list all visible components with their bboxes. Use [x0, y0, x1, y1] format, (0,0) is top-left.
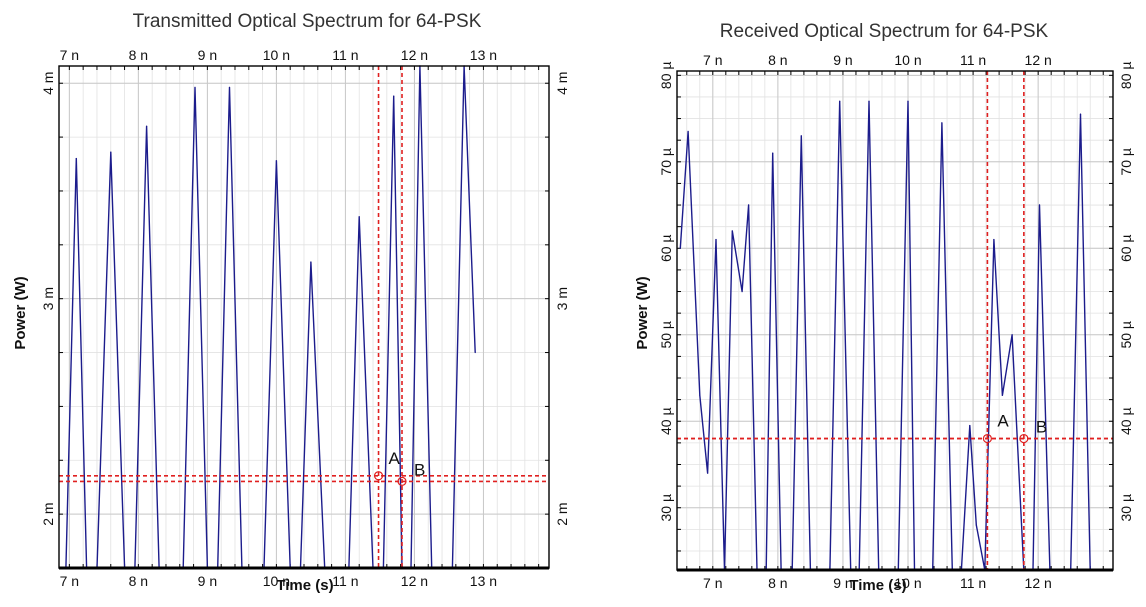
cursor-a-handle[interactable]	[982, 433, 993, 444]
x-tick-label-bottom: 10 n	[263, 573, 290, 589]
y-tick-label-right: 60 µ	[1118, 235, 1134, 263]
data-point	[1011, 334, 1013, 336]
x-tick-label-top: 10 n	[263, 47, 290, 63]
x-tick-label-top: 8 n	[768, 52, 787, 68]
data-point	[110, 151, 112, 153]
cursor-b-label: B	[1036, 418, 1047, 437]
data-point	[393, 95, 395, 97]
x-tick-label-bottom: 9 n	[198, 573, 217, 589]
x-tick-label-bottom: 12 n	[1025, 575, 1052, 591]
data-point	[1079, 113, 1082, 115]
y-axis-label: Power (W)	[634, 276, 651, 349]
data-point	[275, 160, 277, 162]
y-tick-label-right: 70 µ	[1118, 148, 1134, 176]
x-tick-label-top: 13 n	[470, 47, 497, 63]
x-tick-label-bottom: 12 n	[401, 573, 428, 589]
cursor-a-label: A	[997, 412, 1009, 431]
x-tick-label-top: 9 n	[833, 52, 852, 68]
data-point	[146, 125, 148, 127]
x-axis-label: Time (s)	[849, 577, 906, 594]
y-tick-label-right: 40 µ	[1118, 407, 1134, 435]
y-tick-label-right: 30 µ	[1118, 494, 1134, 522]
data-point	[731, 230, 733, 232]
data-point	[194, 86, 196, 89]
x-tick-label-bottom: 13 n	[470, 573, 497, 589]
data-point	[975, 524, 977, 526]
chart-transmitted: Transmitted Optical Spectrum for 64-PSK …	[12, 11, 570, 594]
y-axis-label: Power (W)	[12, 276, 29, 349]
chart-title: Transmitted Optical Spectrum for 64-PSK	[133, 11, 482, 32]
data-point	[772, 152, 774, 154]
cursor-b-handle[interactable]	[397, 476, 407, 486]
data-point	[993, 239, 995, 241]
data-point	[1001, 394, 1003, 396]
x-tick-label-top: 12 n	[1025, 52, 1052, 68]
y-tick-label-left: 4 m	[40, 72, 56, 95]
data-point	[969, 425, 971, 427]
x-tick-label-bottom: 11 n	[960, 575, 986, 591]
x-tick-label-bottom: 10 n	[894, 575, 921, 591]
x-tick-label-top: 11 n	[960, 52, 986, 68]
x-tick-label-top: 11 n	[332, 47, 358, 63]
data-point	[748, 204, 750, 206]
data-point	[800, 135, 802, 137]
cursor-a-handle[interactable]	[373, 471, 384, 481]
x-tick-label-top: 7 n	[60, 47, 79, 63]
data-point	[741, 290, 743, 293]
tick-labels: 7 n 7 n 8 n 8 n 9 n 9 n 10 n 10 n 11 n 11 n 12 n 12…	[658, 52, 1134, 591]
x-tick-label-top: 8 n	[129, 47, 148, 63]
y-tick-label-right: 3 m	[554, 287, 570, 310]
x-tick-label-top: 7 n	[703, 52, 722, 68]
data-point	[699, 394, 701, 396]
cursor-b-handle[interactable]	[1019, 433, 1029, 444]
data-point	[941, 122, 943, 124]
y-tick-label-left: 2 m	[40, 502, 56, 525]
data-point	[679, 247, 681, 249]
x-tick-label-bottom: 7 n	[60, 573, 79, 589]
chart-title: Received Optical Spectrum for 64-PSK	[720, 21, 1049, 42]
chart-transmitted-panel: Transmitted Optical Spectrum for 64-PSK …	[0, 0, 570, 602]
y-tick-label-right: 80 µ	[1118, 62, 1134, 90]
y-tick-label-left: 50 µ	[658, 321, 674, 349]
x-tick-label-top: 9 n	[198, 47, 217, 63]
y-tick-label-right: 2 m	[554, 502, 570, 525]
data-point	[839, 100, 841, 102]
x-tick-label-bottom: 8 n	[768, 575, 787, 591]
data-point	[707, 472, 709, 474]
x-tick-label-bottom: 11 n	[332, 573, 358, 589]
y-tick-label-left: 70 µ	[658, 148, 674, 176]
data-point	[228, 86, 231, 89]
x-tick-label-bottom: 7 n	[703, 575, 722, 591]
cursor-a-label: A	[389, 449, 401, 468]
data-point	[474, 351, 476, 354]
x-tick-label-bottom: 8 n	[129, 573, 148, 589]
tick-labels: 7 n 7 n 8 n 8 n 9 n 9 n 10 n 10 n 11 n 11 n 12 n 12…	[40, 47, 570, 589]
y-tick-label-left: 60 µ	[658, 235, 674, 263]
data-point	[687, 130, 689, 133]
x-axis-label: Time (s)	[276, 577, 333, 594]
data-point	[358, 216, 360, 218]
x-tick-label-top: 12 n	[401, 47, 428, 63]
chart-received: Received Optical Spectrum for 64-PSK Tim…	[634, 21, 1134, 594]
y-tick-label-right: 50 µ	[1118, 321, 1134, 349]
y-tick-label-left: 80 µ	[658, 62, 674, 90]
data-point	[75, 158, 77, 160]
data-point	[868, 100, 870, 102]
x-tick-label-bottom: 9 n	[833, 575, 852, 591]
y-tick-label-right: 4 m	[554, 72, 570, 95]
y-tick-label-left: 40 µ	[658, 407, 674, 435]
plot-area: AB	[58, 65, 550, 570]
grid	[677, 71, 1113, 570]
data-point	[310, 261, 312, 263]
data-point	[1038, 204, 1041, 206]
y-tick-label-left: 3 m	[40, 287, 56, 310]
x-tick-label-top: 10 n	[894, 52, 921, 68]
y-tick-label-left: 30 µ	[658, 494, 674, 522]
cursor-b-label: B	[414, 460, 425, 479]
data-point	[715, 239, 717, 241]
data-point	[907, 100, 909, 102]
chart-received-panel: Received Optical Spectrum for 64-PSK Tim…	[576, 0, 1146, 602]
